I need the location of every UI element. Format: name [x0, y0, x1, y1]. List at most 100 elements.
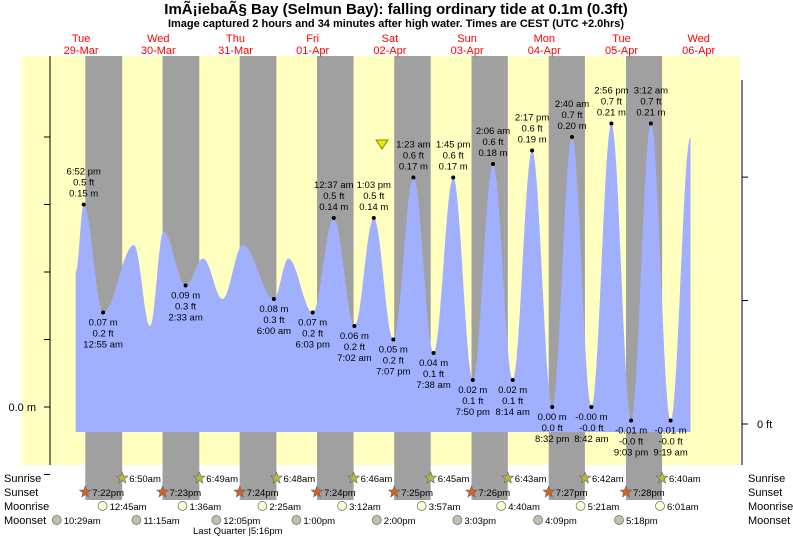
extreme-point — [101, 310, 106, 315]
sunrise-time: 6:43am — [515, 474, 547, 485]
day-of-week-label: Fri — [306, 33, 319, 45]
extreme-point — [310, 310, 315, 315]
day-labels: Tue29-MarWed30-MarThu31-MarFri01-AprSat0… — [64, 33, 716, 57]
moonrise-icon — [177, 501, 188, 511]
extreme-label: 0.6 ft — [522, 124, 543, 135]
sunset-icon — [233, 485, 247, 498]
y-axis-left-label: 0.0 m — [8, 402, 36, 414]
extreme-label: 0.2 ft — [302, 329, 323, 340]
extreme-point — [81, 202, 86, 207]
extreme-label: 6:52 pm — [67, 167, 101, 178]
sunset-icon — [310, 485, 324, 498]
chart-title: ImÃ¡iebaÃ§ Bay (Selmun Bay): falling ord… — [164, 0, 627, 18]
date-label: 29-Mar — [64, 45, 99, 57]
extreme-label: 0.15 m — [69, 189, 98, 200]
extreme-label: 0.6 ft — [403, 151, 424, 162]
moonset-time: 4:09pm — [545, 516, 577, 527]
extreme-point — [609, 121, 614, 126]
moonset-icon — [211, 515, 222, 525]
sunrise-icon — [424, 471, 438, 484]
extreme-label: 0.07 m — [298, 318, 327, 329]
sunset-time: 7:25pm — [401, 488, 433, 499]
extreme-label: 0.2 ft — [344, 342, 365, 353]
extreme-point — [431, 351, 436, 355]
sunrise-icon — [192, 471, 206, 484]
sunrise-time: 6:40am — [669, 474, 701, 485]
moonrise-row-label: Moonrise — [4, 501, 49, 513]
moonrise-time: 12:45am — [110, 502, 147, 513]
moonset-icon — [452, 515, 463, 525]
sunrise-icon — [501, 471, 515, 484]
extreme-point — [589, 405, 594, 409]
date-label: 05-Apr — [605, 45, 638, 57]
extreme-label: 0.17 m — [399, 162, 428, 173]
sunrise-icon — [115, 471, 129, 484]
extreme-label: 2:06 am — [476, 126, 510, 137]
day-of-week-label: Mon — [534, 33, 555, 45]
moonset-time: 5:18pm — [626, 516, 658, 527]
moonset-row-label: Moonset — [4, 515, 46, 527]
tide-curve — [75, 123, 691, 432]
moonset-time: 3:03pm — [464, 516, 496, 527]
y-axis-right-label: 0 ft — [757, 419, 772, 431]
moonset-icon — [371, 515, 382, 525]
current-tide-marker — [375, 139, 389, 150]
extreme-label: 2:33 am — [168, 313, 202, 324]
extreme-label: 8:32 pm — [535, 434, 569, 445]
extreme-label: 1:45 pm — [436, 140, 470, 151]
sunset-row-label: Sunset — [4, 487, 38, 499]
moonrise-icon — [257, 501, 268, 511]
sunrise-time: 6:50am — [129, 474, 161, 485]
moonset-time: 11:15am — [143, 516, 179, 527]
extreme-point — [391, 337, 396, 342]
extreme-label: 0.7 ft — [640, 97, 661, 108]
extreme-label: 8:42 am — [574, 434, 608, 445]
extreme-label: 0.1 ft — [462, 396, 483, 407]
extreme-label: 7:50 pm — [456, 407, 490, 418]
sunset-icon — [542, 485, 556, 498]
extreme-label: 0.14 m — [319, 202, 348, 213]
extreme-label: -0.01 m — [654, 426, 686, 437]
moon-phase-label: Last Quarter |5:16pm — [193, 526, 283, 537]
day-of-week-label: Thu — [226, 33, 245, 45]
extreme-label: 6:00 am — [257, 326, 291, 337]
sunrise-row-label: Sunrise — [4, 473, 41, 485]
moonset-icon — [291, 515, 302, 525]
day-of-week-label: Sun — [457, 33, 477, 45]
extreme-label: 0.00 m — [538, 412, 567, 423]
extreme-label: 0.2 ft — [93, 329, 114, 340]
extreme-label: 9:03 pm — [614, 448, 648, 459]
extreme-label: 0.21 m — [597, 108, 626, 119]
moonset-time: 2:00pm — [384, 516, 416, 527]
extreme-point — [530, 148, 535, 153]
sunset-time: 7:22pm — [92, 488, 124, 499]
extreme-point — [411, 175, 416, 180]
extreme-label: 0.2 ft — [383, 356, 404, 367]
extreme-point — [510, 378, 515, 382]
sunrise-icon — [655, 471, 669, 484]
moonrise-row-label-right: Moonrise — [748, 501, 793, 513]
extreme-point — [271, 297, 276, 301]
moonset-icon — [614, 515, 624, 525]
extreme-label: 0.19 m — [518, 135, 547, 146]
moonrise-icon — [97, 501, 108, 511]
sunrise-time: 6:49am — [206, 474, 238, 485]
extreme-label: 0.21 m — [636, 108, 665, 119]
extreme-label: 2:17 pm — [515, 113, 549, 124]
extreme-point — [629, 418, 634, 423]
sunrise-time: 6:48am — [284, 474, 316, 485]
moonset-icon — [131, 515, 142, 525]
moonrise-time: 3:12am — [349, 502, 381, 513]
day-of-week-label: Tue — [72, 33, 91, 45]
extreme-label: 0.20 m — [557, 121, 586, 132]
sunset-time: 7:24pm — [247, 488, 279, 499]
sunrise-icon — [578, 471, 592, 484]
extreme-label: 0.5 ft — [73, 178, 94, 189]
extreme-point — [550, 405, 555, 409]
date-label: 01-Apr — [296, 45, 329, 57]
day-of-week-label: Wed — [147, 33, 169, 45]
moonrise-icon — [337, 501, 347, 511]
extreme-label: 1:03 pm — [357, 180, 391, 191]
